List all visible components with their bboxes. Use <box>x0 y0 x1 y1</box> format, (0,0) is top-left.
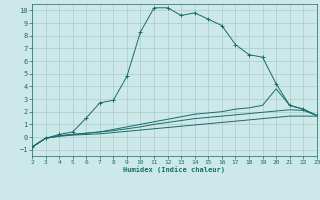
X-axis label: Humidex (Indice chaleur): Humidex (Indice chaleur) <box>124 167 225 173</box>
